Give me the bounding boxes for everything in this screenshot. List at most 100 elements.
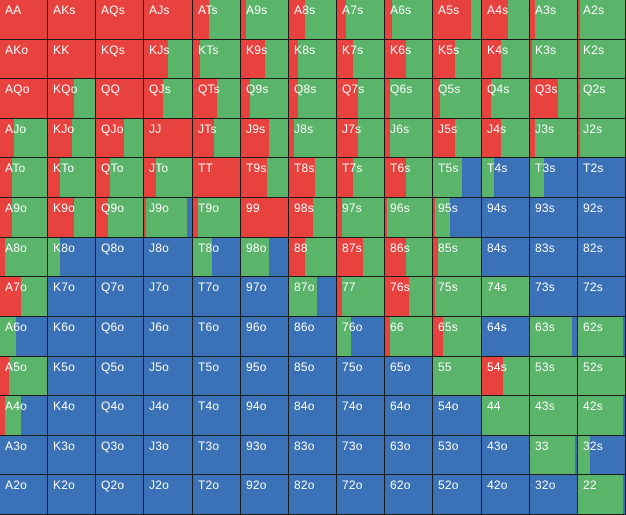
hand-cell-A2o[interactable]: A2o — [0, 475, 48, 515]
hand-cell-KQs[interactable]: KQs — [96, 40, 144, 79]
hand-cell-Q9s[interactable]: Q9s — [241, 79, 289, 119]
hand-cell-97o[interactable]: 97o — [241, 277, 289, 317]
hand-cell-A3o[interactable]: A3o — [0, 436, 48, 475]
hand-cell-83o[interactable]: 83o — [289, 436, 337, 475]
hand-cell-97s[interactable]: 97s — [337, 198, 385, 238]
hand-cell-J3o[interactable]: J3o — [144, 436, 193, 475]
hand-cell-J7s[interactable]: J7s — [337, 119, 385, 158]
hand-cell-95o[interactable]: 95o — [241, 357, 289, 396]
hand-cell-72s[interactable]: 72s — [578, 277, 626, 317]
hand-cell-75o[interactable]: 75o — [337, 357, 385, 396]
hand-cell-J2s[interactable]: J2s — [578, 119, 626, 158]
hand-cell-33[interactable]: 33 — [530, 436, 578, 475]
hand-cell-T8s[interactable]: T8s — [289, 158, 337, 198]
hand-cell-Q8s[interactable]: Q8s — [289, 79, 337, 119]
hand-cell-KJo[interactable]: KJo — [48, 119, 96, 158]
hand-cell-QJs[interactable]: QJs — [144, 79, 193, 119]
hand-cell-87s[interactable]: 87s — [337, 238, 385, 277]
hand-cell-QTs[interactable]: QTs — [193, 79, 241, 119]
hand-cell-Q2s[interactable]: Q2s — [578, 79, 626, 119]
hand-cell-Q5o[interactable]: Q5o — [96, 357, 144, 396]
hand-cell-62s[interactable]: 62s — [578, 317, 626, 357]
hand-cell-86s[interactable]: 86s — [385, 238, 433, 277]
hand-cell-J8s[interactable]: J8s — [289, 119, 337, 158]
hand-cell-92s[interactable]: 92s — [578, 198, 626, 238]
hand-cell-KJs[interactable]: KJs — [144, 40, 193, 79]
hand-cell-J7o[interactable]: J7o — [144, 277, 193, 317]
hand-cell-JTo[interactable]: JTo — [144, 158, 193, 198]
hand-cell-74s[interactable]: 74s — [482, 277, 530, 317]
hand-cell-A6s[interactable]: A6s — [385, 0, 433, 40]
hand-cell-98s[interactable]: 98s — [289, 198, 337, 238]
hand-cell-98o[interactable]: 98o — [241, 238, 289, 277]
hand-cell-A9o[interactable]: A9o — [0, 198, 48, 238]
hand-cell-K5o[interactable]: K5o — [48, 357, 96, 396]
hand-cell-J2o[interactable]: J2o — [144, 475, 193, 515]
hand-cell-66[interactable]: 66 — [385, 317, 433, 357]
hand-cell-T2o[interactable]: T2o — [193, 475, 241, 515]
hand-cell-A4o[interactable]: A4o — [0, 396, 48, 436]
hand-cell-55[interactable]: 55 — [433, 357, 482, 396]
hand-cell-22[interactable]: 22 — [578, 475, 626, 515]
hand-cell-Q8o[interactable]: Q8o — [96, 238, 144, 277]
hand-cell-93o[interactable]: 93o — [241, 436, 289, 475]
hand-cell-KTs[interactable]: KTs — [193, 40, 241, 79]
hand-cell-AQs[interactable]: AQs — [96, 0, 144, 40]
hand-cell-A3s[interactable]: A3s — [530, 0, 578, 40]
hand-cell-73s[interactable]: 73s — [530, 277, 578, 317]
hand-cell-T5o[interactable]: T5o — [193, 357, 241, 396]
hand-cell-52s[interactable]: 52s — [578, 357, 626, 396]
hand-cell-88[interactable]: 88 — [289, 238, 337, 277]
hand-cell-K2o[interactable]: K2o — [48, 475, 96, 515]
hand-cell-A8s[interactable]: A8s — [289, 0, 337, 40]
hand-cell-53o[interactable]: 53o — [433, 436, 482, 475]
hand-cell-65s[interactable]: 65s — [433, 317, 482, 357]
hand-cell-AQo[interactable]: AQo — [0, 79, 48, 119]
hand-cell-AA[interactable]: AA — [0, 0, 48, 40]
hand-cell-K3s[interactable]: K3s — [530, 40, 578, 79]
hand-cell-T7s[interactable]: T7s — [337, 158, 385, 198]
hand-cell-T3o[interactable]: T3o — [193, 436, 241, 475]
hand-cell-32o[interactable]: 32o — [530, 475, 578, 515]
hand-cell-63o[interactable]: 63o — [385, 436, 433, 475]
hand-cell-72o[interactable]: 72o — [337, 475, 385, 515]
hand-cell-KQo[interactable]: KQo — [48, 79, 96, 119]
hand-cell-J9o[interactable]: J9o — [144, 198, 193, 238]
hand-cell-74o[interactable]: 74o — [337, 396, 385, 436]
hand-cell-TT[interactable]: TT — [193, 158, 241, 198]
hand-cell-64s[interactable]: 64s — [482, 317, 530, 357]
hand-cell-Q4o[interactable]: Q4o — [96, 396, 144, 436]
hand-cell-85s[interactable]: 85s — [433, 238, 482, 277]
hand-cell-A9s[interactable]: A9s — [241, 0, 289, 40]
hand-cell-42s[interactable]: 42s — [578, 396, 626, 436]
hand-cell-62o[interactable]: 62o — [385, 475, 433, 515]
hand-cell-J3s[interactable]: J3s — [530, 119, 578, 158]
hand-cell-87o[interactable]: 87o — [289, 277, 337, 317]
hand-cell-J8o[interactable]: J8o — [144, 238, 193, 277]
hand-cell-44[interactable]: 44 — [482, 396, 530, 436]
hand-cell-T5s[interactable]: T5s — [433, 158, 482, 198]
hand-cell-KTo[interactable]: KTo — [48, 158, 96, 198]
hand-cell-64o[interactable]: 64o — [385, 396, 433, 436]
hand-cell-AJs[interactable]: AJs — [144, 0, 193, 40]
hand-cell-JJ[interactable]: JJ — [144, 119, 193, 158]
hand-cell-J6s[interactable]: J6s — [385, 119, 433, 158]
hand-cell-T4s[interactable]: T4s — [482, 158, 530, 198]
hand-cell-ATo[interactable]: ATo — [0, 158, 48, 198]
hand-cell-T8o[interactable]: T8o — [193, 238, 241, 277]
hand-cell-AKs[interactable]: AKs — [48, 0, 96, 40]
hand-cell-T6s[interactable]: T6s — [385, 158, 433, 198]
hand-cell-86o[interactable]: 86o — [289, 317, 337, 357]
hand-cell-A2s[interactable]: A2s — [578, 0, 626, 40]
hand-cell-K4o[interactable]: K4o — [48, 396, 96, 436]
hand-cell-A5o[interactable]: A5o — [0, 357, 48, 396]
hand-cell-Q7s[interactable]: Q7s — [337, 79, 385, 119]
hand-cell-Q9o[interactable]: Q9o — [96, 198, 144, 238]
hand-cell-83s[interactable]: 83s — [530, 238, 578, 277]
hand-cell-K3o[interactable]: K3o — [48, 436, 96, 475]
hand-cell-ATs[interactable]: ATs — [193, 0, 241, 40]
hand-cell-K5s[interactable]: K5s — [433, 40, 482, 79]
hand-cell-84s[interactable]: 84s — [482, 238, 530, 277]
hand-cell-QJo[interactable]: QJo — [96, 119, 144, 158]
hand-cell-K6o[interactable]: K6o — [48, 317, 96, 357]
